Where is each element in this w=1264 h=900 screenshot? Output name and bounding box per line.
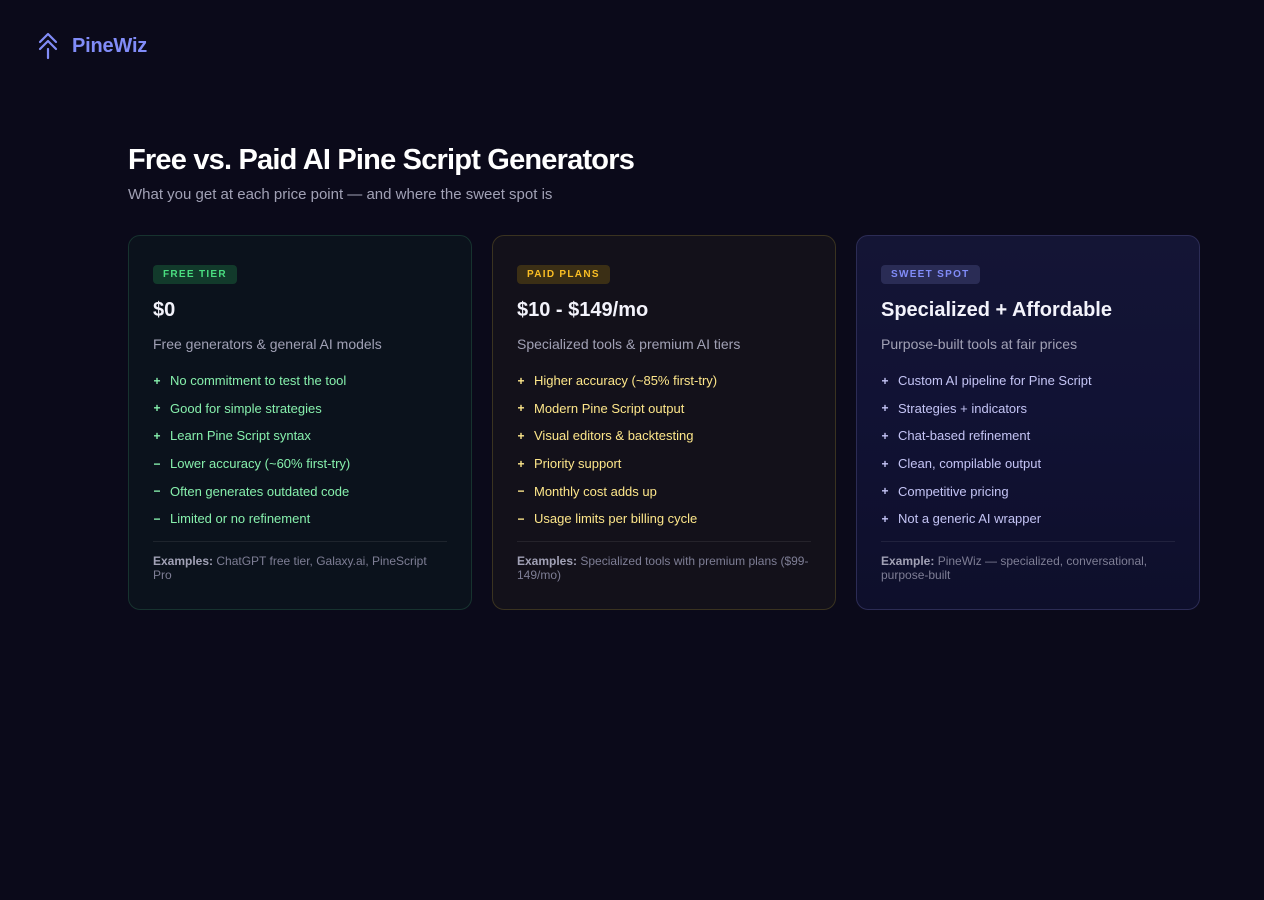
feature-item: + Visual editors & backtesting	[517, 422, 811, 450]
plus-icon: +	[881, 428, 889, 443]
plus-icon: +	[881, 511, 889, 526]
tier-price: $0	[153, 299, 176, 321]
card-divider	[881, 541, 1175, 542]
minus-icon: −	[153, 484, 161, 499]
free-tier-card: FREE TIER $0 Free generators & general A…	[128, 235, 472, 610]
feature-item: − Often generates outdated code	[153, 477, 447, 505]
examples-note: Example: PineWiz — specialized, conversa…	[881, 554, 1175, 582]
feature-list: + Higher accuracy (~85% first-try) + Moder…	[517, 367, 811, 533]
minus-icon: −	[153, 456, 161, 471]
feature-item: − Lower accuracy (~60% first-try)	[153, 450, 447, 478]
feature-item: + Custom AI pipeline for Pine Script	[881, 367, 1175, 395]
feature-text: Modern Pine Script output	[534, 400, 685, 416]
feature-item: + No commitment to test the tool	[153, 367, 447, 395]
feature-item: + Learn Pine Script syntax	[153, 422, 447, 450]
plus-icon: +	[153, 401, 161, 416]
brand-name: PineWiz	[72, 34, 148, 57]
feature-text: Competitive pricing	[898, 483, 1009, 499]
card-divider	[517, 541, 811, 542]
feature-text: Limited or no refinement	[170, 511, 311, 527]
feature-item: + Priority support	[517, 450, 811, 478]
feature-item: + Not a generic AI wrapper	[881, 505, 1175, 533]
examples-note: Examples: ChatGPT free tier, Galaxy.ai, …	[153, 554, 447, 582]
feature-text: Strategies + indicators	[898, 400, 1027, 416]
feature-text: No commitment to test the tool	[170, 373, 347, 389]
tier-price: Specialized + Affordable	[881, 299, 1112, 321]
examples-label: Examples:	[153, 554, 214, 568]
feature-text: Not a generic AI wrapper	[898, 511, 1042, 527]
tier-price: $10 - $149/mo	[517, 299, 649, 321]
feature-item: + Good for simple strategies	[153, 395, 447, 423]
pine-tree-arrow-icon	[36, 31, 60, 61]
page-heading: Free vs. Paid AI Pine Script Generators …	[128, 144, 1200, 203]
feature-text: Priority support	[534, 456, 622, 472]
feature-item: + Competitive pricing	[881, 477, 1175, 505]
examples-note: Examples: Specialized tools with premium…	[517, 554, 811, 582]
sweet-spot-card: SWEET SPOT Specialized + Affordable Purp…	[856, 235, 1200, 610]
plus-icon: +	[881, 373, 889, 388]
feature-item: + Clean, compilable output	[881, 450, 1175, 478]
plus-icon: +	[517, 401, 525, 416]
minus-icon: −	[153, 511, 161, 526]
feature-item: + Strategies + indicators	[881, 395, 1175, 423]
feature-text: Chat-based refinement	[898, 428, 1031, 444]
tier-description: Specialized tools & premium AI tiers	[517, 336, 741, 352]
feature-item: + Modern Pine Script output	[517, 395, 811, 423]
examples-text: ChatGPT free tier, Galaxy.ai, PineScript…	[153, 554, 427, 582]
feature-item: − Monthly cost adds up	[517, 477, 811, 505]
page-subtitle: What you get at each price point — and w…	[128, 186, 553, 203]
feature-text: Learn Pine Script syntax	[170, 428, 311, 444]
plus-icon: +	[881, 401, 889, 416]
minus-icon: −	[517, 511, 525, 526]
feature-list: + Custom AI pipeline for Pine Script + Str…	[881, 367, 1175, 533]
feature-text: Custom AI pipeline for Pine Script	[898, 373, 1092, 389]
examples-label: Examples:	[517, 554, 578, 568]
tier-badge: SWEET SPOT	[881, 265, 980, 284]
feature-text: Usage limits per billing cycle	[534, 511, 698, 527]
tier-badge: FREE TIER	[153, 265, 237, 284]
pricing-cards: FREE TIER $0 Free generators & general A…	[128, 235, 1200, 610]
plus-icon: +	[517, 456, 525, 471]
feature-item: − Usage limits per billing cycle	[517, 505, 811, 533]
brand-logo[interactable]: PineWiz	[36, 31, 147, 61]
feature-item: + Chat-based refinement	[881, 422, 1175, 450]
plus-icon: +	[517, 373, 525, 388]
feature-item: + Higher accuracy (~85% first-try)	[517, 367, 811, 395]
feature-text: Good for simple strategies	[170, 400, 322, 416]
minus-icon: −	[517, 484, 525, 499]
examples-label: Example:	[881, 554, 935, 568]
feature-text: Visual editors & backtesting	[534, 428, 694, 444]
plus-icon: +	[153, 373, 161, 388]
paid-plans-card: PAID PLANS $10 - $149/mo Specialized too…	[492, 235, 836, 610]
feature-item: − Limited or no refinement	[153, 505, 447, 533]
plus-icon: +	[881, 456, 889, 471]
feature-text: Higher accuracy (~85% first-try)	[534, 373, 718, 389]
feature-list: + No commitment to test the tool + Good fo…	[153, 367, 447, 533]
feature-text: Monthly cost adds up	[534, 483, 657, 499]
plus-icon: +	[881, 484, 889, 499]
examples-text: PineWiz — specialized, conversational, p…	[881, 554, 1148, 582]
plus-icon: +	[517, 428, 525, 443]
tier-description: Purpose-built tools at fair prices	[881, 336, 1078, 352]
page-title: Free vs. Paid AI Pine Script Generators	[128, 144, 635, 176]
feature-text: Lower accuracy (~60% first-try)	[170, 456, 351, 472]
plus-icon: +	[153, 428, 161, 443]
examples-text: Specialized tools with premium plans ($9…	[517, 554, 809, 582]
feature-text: Often generates outdated code	[170, 483, 350, 499]
tier-badge: PAID PLANS	[517, 265, 610, 284]
feature-text: Clean, compilable output	[898, 456, 1042, 472]
tier-description: Free generators & general AI models	[153, 336, 382, 352]
card-divider	[153, 541, 447, 542]
